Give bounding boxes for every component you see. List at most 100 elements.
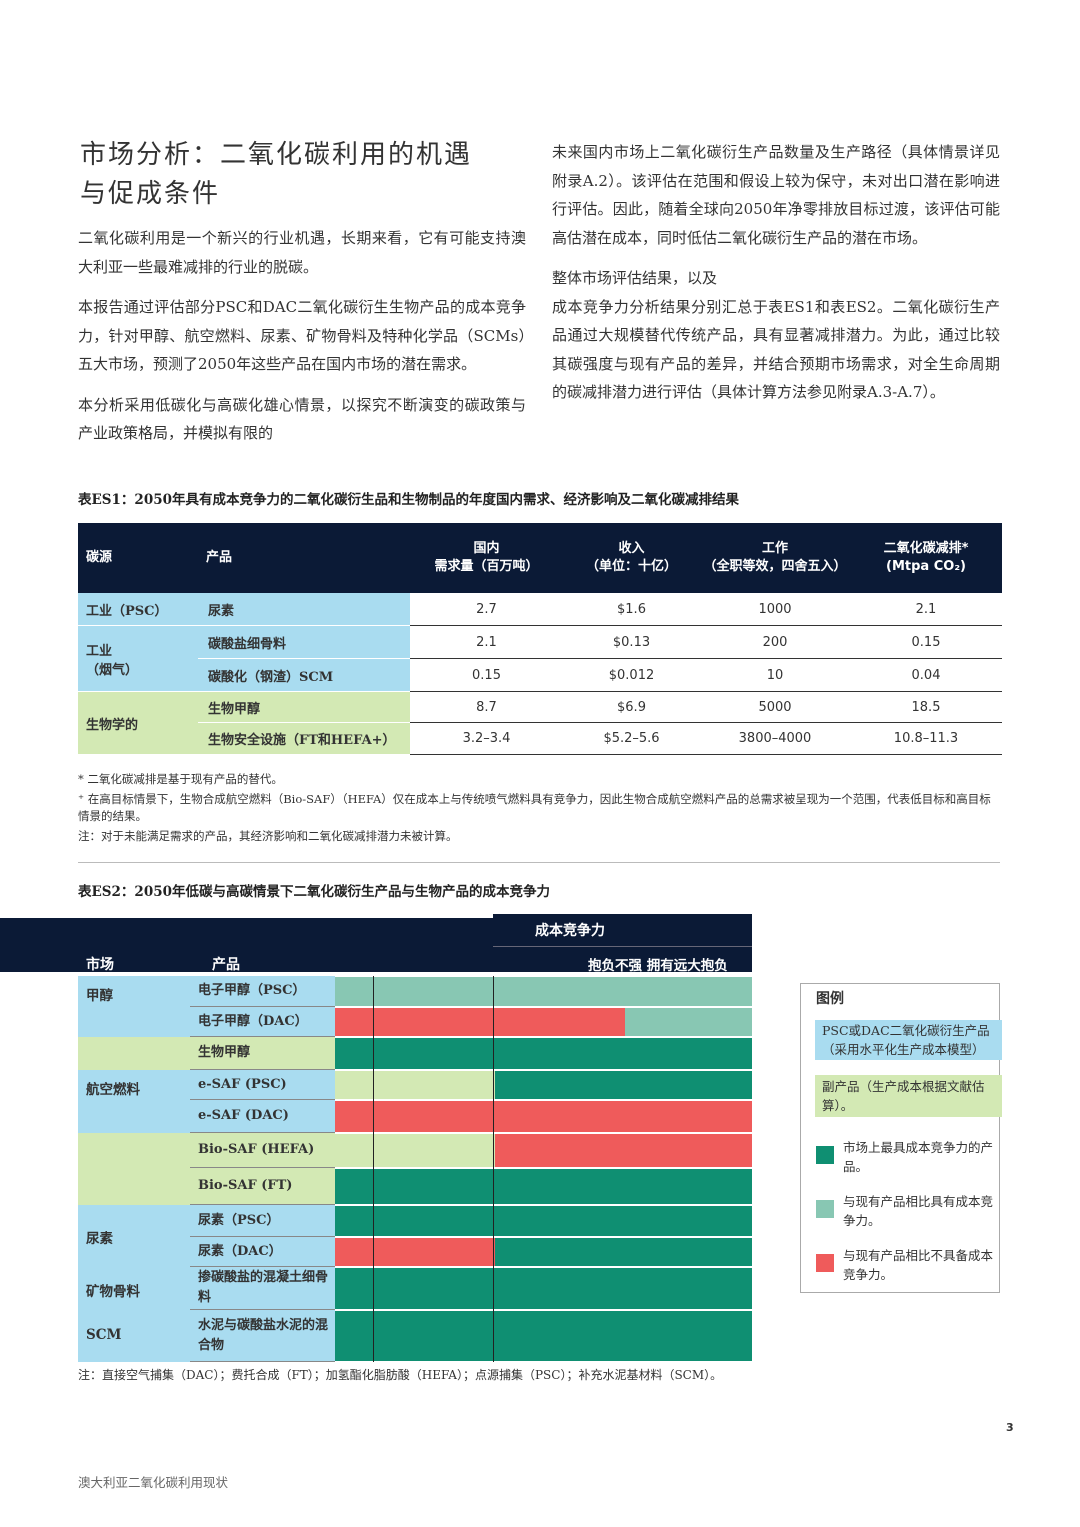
bar	[335, 1268, 752, 1309]
value-cell: 0.15	[850, 626, 1002, 659]
market-cell	[78, 1100, 190, 1133]
legend-swatch	[815, 1020, 1002, 1060]
product-cell: Bio-SAF (HEFA)	[190, 1133, 335, 1168]
legend-text: 与现有产品相比具有成本竞争力。	[843, 1194, 994, 1228]
product-cell: 尿素（PSC）	[190, 1205, 335, 1237]
v-line	[493, 976, 494, 1362]
legend-swatch	[816, 1200, 834, 1218]
legend-swatch	[815, 1075, 1002, 1117]
footnote: 注：对于未能满足需求的产品，其经济影响和二氧化碳减排潜力未被计算。	[78, 829, 458, 843]
market-label: SCM	[86, 1327, 122, 1343]
value-cell: 3800–4000	[700, 723, 850, 755]
table-caption: 表ES2：2050年低碳与高碳情景下二氧化碳衍生产品与生物产品的成本竞争力	[78, 884, 551, 900]
market-cell	[78, 1070, 190, 1100]
header-cell: 国内 需求量（百万吨）	[434, 541, 539, 574]
legend-swatch	[816, 1146, 834, 1164]
product-cell: 生物甲醇	[198, 692, 410, 723]
value-cell: 10	[700, 659, 850, 692]
paragraph: 成本竞争力分析结果分别汇总于表ES1和表ES2。二氧化碳衍生产品通过大规模替代传…	[552, 297, 1000, 402]
value-cell: 8.7	[410, 692, 563, 723]
bar	[335, 1311, 752, 1361]
product-cell: 电子甲醇（DAC）	[190, 1007, 335, 1037]
source-cell: 工业（PSC）	[78, 593, 198, 626]
header-text: 成本竞争力	[535, 923, 605, 939]
product-cell: 碳酸化（钢渣）SCM	[198, 659, 410, 692]
right-column: 未来国内市场上二氧化碳衍生产品数量及生产路径（具体情景详见附录A.2）。该评估在…	[552, 138, 1000, 419]
table-caption: 表ES1：2050年具有成本竞争力的二氧化碳衍生品和生物制品的年度国内需求、经济…	[78, 492, 740, 508]
left-column: 二氧化碳利用是一个新兴的行业机遇，长期来看，它有可能支持澳大利亚一些最难减排的行…	[78, 224, 526, 460]
footnotes: * 二氧化碳减排是基于现有产品的替代。 ⁺ 在高目标情景下，生物合成航空燃料（Bi…	[78, 771, 1000, 848]
header-cell: 产品	[206, 550, 233, 565]
paragraph: 本报告通过评估部分PSC和DAC二氧化碳衍生生物产品的成本竞争力，针对甲醇、航空…	[78, 298, 526, 373]
value-cell: 18.5	[850, 692, 1002, 723]
header-cell: 收入 （单位：十亿）	[585, 541, 677, 574]
product-cell: 电子甲醇（PSC）	[190, 976, 335, 1007]
paragraph: 二氧化碳利用是一个新兴的行业机遇，长期来看，它有可能支持澳大利亚一些最难减排的行…	[78, 229, 526, 276]
product-cell: 生物安全设施（FT和HEFA+）	[198, 723, 410, 755]
market-label: 尿素	[86, 1231, 113, 1247]
market-cell	[78, 976, 190, 1007]
value-cell: 2.7	[410, 593, 563, 626]
product-cell: e-SAF (DAC)	[190, 1100, 335, 1133]
market-cell	[78, 1168, 190, 1205]
product-cell: 碳酸盐细骨料	[198, 626, 410, 659]
legend-text: 市场上最具成本竞争力的产品。	[843, 1140, 994, 1174]
header-band	[0, 918, 752, 972]
paragraph: 未来国内市场上二氧化碳衍生产品数量及生产路径（具体情景详见附录A.2）。该评估在…	[552, 143, 1000, 247]
market-cell	[78, 1267, 190, 1310]
bar	[625, 1008, 752, 1036]
table-header	[78, 523, 1002, 593]
value-cell: 10.8–11.3	[850, 723, 1002, 755]
market-label: 航空燃料	[86, 1082, 140, 1098]
market-cell	[78, 1133, 190, 1168]
header-text: 产品	[212, 957, 240, 973]
footer: 澳大利亚二氧化碳利用现状	[78, 1475, 229, 1490]
bar	[335, 1238, 495, 1266]
value-cell: 200	[700, 626, 850, 659]
legend-box	[800, 983, 1000, 1293]
source-cell: 生物学的	[78, 692, 198, 755]
product-cell: Bio-SAF (FT)	[190, 1168, 335, 1205]
product-cell: 尿素（DAC）	[190, 1237, 335, 1267]
header-text: 市场	[86, 957, 114, 973]
value-cell: 2.1	[410, 626, 563, 659]
value-cell: $5.2–5.6	[563, 723, 700, 755]
value-cell: 0.15	[410, 659, 563, 692]
product-cell: 掺碳酸盐的混凝土细骨料	[190, 1267, 335, 1310]
note: 注：直接空气捕集（DAC）；费托合成（FT）；加氢酯化脂肪酸（HEFA）；点源捕…	[78, 1368, 723, 1382]
title-line: 市场分析：二氧化碳利用的机遇	[80, 140, 473, 170]
bar	[335, 1038, 752, 1069]
source-cell: 工业 （烟气）	[78, 626, 198, 692]
header-band	[493, 914, 752, 924]
page-number: 3	[1006, 1421, 1014, 1434]
header-cell: 工作 （全职等效，四舍五入）	[703, 541, 847, 574]
legend-text: PSC或DAC二氧化碳衍生产品（采用水平化生产成本模型）	[822, 1023, 990, 1057]
value-cell: 0.04	[850, 659, 1002, 692]
footnote: ⁺ 在高目标情景下，生物合成航空燃料（Bio-SAF）（HEFA）仅在成本上与传…	[78, 792, 991, 823]
bar	[335, 1169, 752, 1204]
legend-text: 与现有产品相比不具备成本竞争力。	[843, 1248, 994, 1282]
value-cell: $0.012	[563, 659, 700, 692]
header-text: 抱负不强 拥有远大抱负	[588, 958, 728, 974]
bar	[335, 1101, 752, 1132]
market-label: 矿物骨料	[86, 1283, 140, 1300]
market-cell	[78, 1037, 190, 1070]
bar	[335, 1206, 752, 1236]
bar	[335, 1008, 625, 1036]
header-cell: 二氧化碳减排* (Mtpa CO₂)	[883, 541, 969, 574]
title-line: 与促成条件	[80, 179, 221, 209]
bar	[495, 1071, 752, 1099]
paragraph: 本分析采用低碳化与高碳化雄心情景，以探究不断演变的碳政策与产业政策格局，并模拟有…	[78, 395, 526, 443]
market-cell	[78, 1007, 190, 1037]
bar	[495, 1134, 752, 1167]
product-cell: e-SAF (PSC)	[190, 1070, 335, 1100]
legend-title: 图例	[816, 991, 844, 1007]
bar	[335, 977, 752, 1006]
value-cell: 1000	[700, 593, 850, 626]
divider	[78, 862, 1000, 863]
market-cell	[78, 1205, 190, 1237]
value-cell: 3.2–3.4	[410, 723, 563, 755]
value-cell: $0.13	[563, 626, 700, 659]
bar	[495, 1238, 752, 1266]
market-label: 甲醇	[86, 988, 113, 1004]
